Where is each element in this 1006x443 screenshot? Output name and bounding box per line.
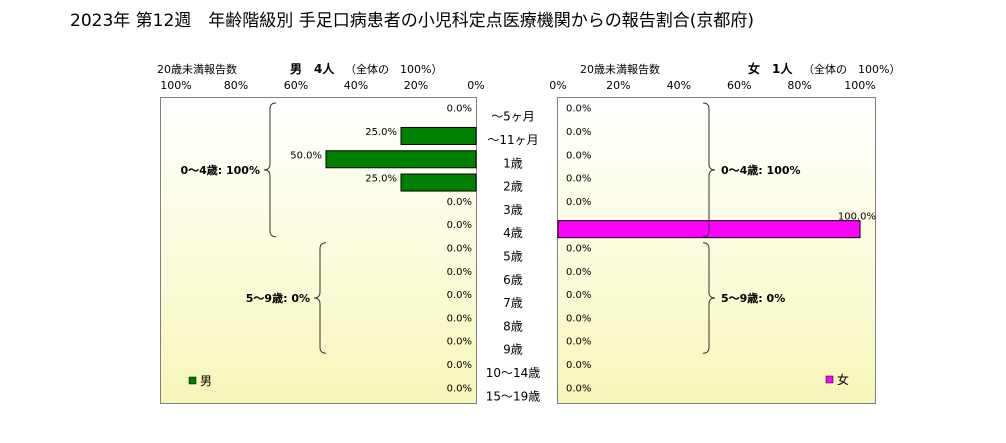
male-axis-tick: 60% <box>283 79 309 92</box>
female-value-label: 0.0% <box>566 104 591 115</box>
female-header-label: 20歳未満報告数 <box>580 63 660 76</box>
female-axis-tick: 80% <box>787 79 812 92</box>
female-group-label: 5～9歳: 0% <box>721 291 785 305</box>
male-group-brace <box>313 242 327 354</box>
female-legend-swatch <box>825 375 834 384</box>
male-axis-tick: 0% <box>467 79 485 92</box>
male-value-label: 0.0% <box>447 220 472 231</box>
male-value-label: 0.0% <box>447 243 472 254</box>
female-plot-area <box>557 97 876 404</box>
female-group-brace <box>702 102 716 238</box>
male-value-label: 0.0% <box>447 383 472 394</box>
female-value-label: 0.0% <box>566 127 591 138</box>
female-value-label: 0.0% <box>566 337 591 348</box>
category-label: 7歳 <box>503 296 523 310</box>
category-label: 10～14歳 <box>486 366 541 380</box>
male-value-label: 0.0% <box>447 104 472 115</box>
female-value-label: 0.0% <box>566 197 591 208</box>
male-value-label: 0.0% <box>447 290 472 301</box>
female-legend-text: 女 <box>837 372 849 387</box>
female-value-label: 0.0% <box>566 360 591 371</box>
female-value-label: 0.0% <box>566 243 591 254</box>
female-axis-tick: 100% <box>844 79 876 92</box>
female-group-label: 0～4歳: 100% <box>721 163 801 177</box>
category-label: 5歳 <box>503 249 523 263</box>
male-axis-tick: 80% <box>223 79 249 92</box>
male-axis-tick: 100% <box>160 79 192 92</box>
male-value-label: 25.0% <box>365 174 397 185</box>
category-label: 8歳 <box>503 319 523 333</box>
male-value-label: 0.0% <box>447 337 472 348</box>
male-header-label: 20歳未満報告数 <box>157 63 237 76</box>
female-value-label: 0.0% <box>566 174 591 185</box>
male-axis-tick: 20% <box>403 79 429 92</box>
female-axis-tick: 20% <box>606 79 631 92</box>
category-label: 3歳 <box>503 203 523 217</box>
female-header-count: 女 1人 <box>748 62 793 76</box>
female-axis-tick: 0% <box>549 79 567 92</box>
male-bar <box>325 150 477 169</box>
male-legend-text: 男 <box>200 374 212 388</box>
category-label: 1歳 <box>503 156 523 170</box>
category-label: 6歳 <box>503 273 523 287</box>
male-header-count: 男 4人 <box>290 62 335 76</box>
female-value-label: 0.0% <box>566 150 591 161</box>
male-value-label: 0.0% <box>447 197 472 208</box>
male-value-label: 0.0% <box>447 267 472 278</box>
female-group-brace <box>702 242 716 354</box>
male-group-label: 0～4歳: 100% <box>180 163 260 177</box>
female-value-label: 0.0% <box>566 383 591 394</box>
female-value-label: 0.0% <box>566 290 591 301</box>
female-axis-tick: 60% <box>726 79 752 92</box>
female-value-label: 0.0% <box>566 313 591 324</box>
male-bar <box>400 126 477 145</box>
female-value-label: 100.0% <box>838 212 876 223</box>
category-label: ～5ヶ月 <box>491 110 535 124</box>
female-value-label: 0.0% <box>566 267 591 278</box>
female-axis-tick: 40% <box>666 79 692 92</box>
male-group-brace <box>263 102 277 238</box>
male-legend-swatch <box>188 376 197 385</box>
male-bar <box>400 173 477 192</box>
category-label: 4歳 <box>503 226 523 240</box>
category-label: 2歳 <box>503 180 523 194</box>
male-axis-tick: 40% <box>343 79 369 92</box>
male-value-label: 0.0% <box>447 313 472 324</box>
male-plot-area <box>160 97 477 404</box>
category-label: 9歳 <box>503 343 523 357</box>
category-label: 15～19歳 <box>486 389 541 403</box>
male-group-label: 5～9歳: 0% <box>246 291 310 305</box>
category-label: ～11ヶ月 <box>487 133 538 147</box>
male-header-total: （全体の 100%） <box>345 63 443 76</box>
male-value-label: 25.0% <box>365 127 397 138</box>
chart-title: 2023年 第12週 年齢階級別 手足口病患者の小児科定点医療機関からの報告割合… <box>70 11 754 31</box>
female-header-total: （全体の 100%） <box>803 63 901 76</box>
male-value-label: 50.0% <box>290 150 322 161</box>
male-value-label: 0.0% <box>447 360 472 371</box>
